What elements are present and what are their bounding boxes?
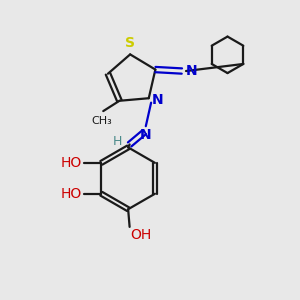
Text: N: N [140,128,152,142]
Text: N: N [152,93,163,107]
Text: N: N [185,64,197,78]
Text: H: H [113,135,122,148]
Text: HO: HO [61,187,82,201]
Text: S: S [125,36,135,50]
Text: OH: OH [130,228,152,242]
Text: CH₃: CH₃ [92,116,112,126]
Text: HO: HO [61,156,82,170]
